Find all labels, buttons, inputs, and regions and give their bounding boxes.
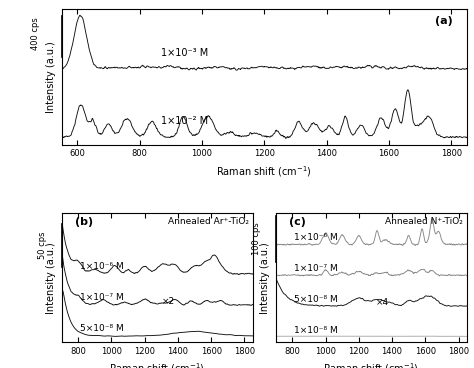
Y-axis label: Intensity (a.u.): Intensity (a.u.) xyxy=(260,242,270,314)
Text: 1×10⁻³ M: 1×10⁻³ M xyxy=(161,48,209,58)
X-axis label: Raman shift (cm$^{-1}$): Raman shift (cm$^{-1}$) xyxy=(109,362,205,368)
Text: 1×10⁻² M: 1×10⁻² M xyxy=(161,116,209,126)
Text: 1×10⁻⁷ M: 1×10⁻⁷ M xyxy=(80,293,124,302)
Text: (a): (a) xyxy=(435,16,453,26)
Text: ×2: ×2 xyxy=(161,297,174,306)
X-axis label: Raman shift (cm$^{-1}$): Raman shift (cm$^{-1}$) xyxy=(216,164,312,179)
Text: 5×10⁻⁸ M: 5×10⁻⁸ M xyxy=(80,324,124,333)
Text: 400 cps: 400 cps xyxy=(31,17,40,50)
Text: (c): (c) xyxy=(289,217,306,227)
Text: 1×10⁻⁸ M: 1×10⁻⁸ M xyxy=(294,326,338,335)
Text: Annealed N⁺-TiO₂: Annealed N⁺-TiO₂ xyxy=(385,217,463,226)
Text: 5×10⁻⁸ M: 5×10⁻⁸ M xyxy=(294,295,338,304)
Y-axis label: Intensity (a.u.): Intensity (a.u.) xyxy=(46,242,56,314)
Text: 100 cps: 100 cps xyxy=(252,223,261,255)
Text: ×4: ×4 xyxy=(375,298,389,307)
X-axis label: Raman shift (cm$^{-1}$): Raman shift (cm$^{-1}$) xyxy=(323,362,419,368)
Y-axis label: Intensity (a.u.): Intensity (a.u.) xyxy=(46,41,56,113)
Text: 1×10⁻⁷ M: 1×10⁻⁷ M xyxy=(294,264,338,273)
Text: 1×10⁻⁶ M: 1×10⁻⁶ M xyxy=(294,233,338,242)
Text: 1×10⁻⁶ M: 1×10⁻⁶ M xyxy=(80,262,124,271)
Text: Annealed Ar⁺-TiO₂: Annealed Ar⁺-TiO₂ xyxy=(168,217,249,226)
Text: (b): (b) xyxy=(75,217,93,227)
Text: 50 cps: 50 cps xyxy=(38,232,47,259)
